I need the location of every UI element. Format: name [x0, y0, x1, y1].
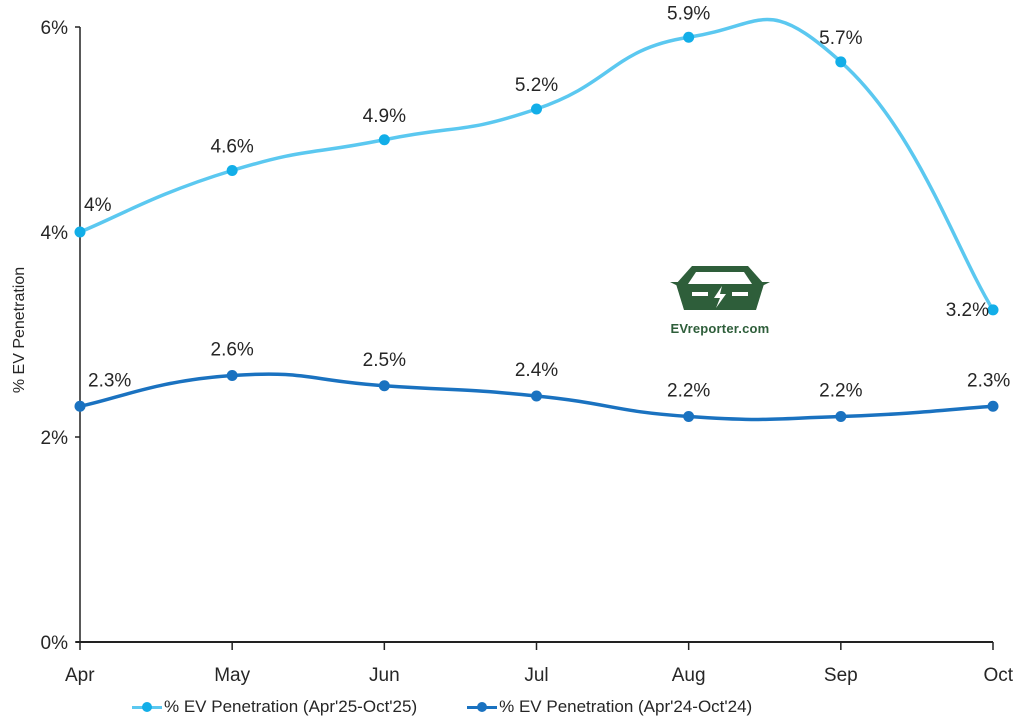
data-point-1: [987, 400, 999, 412]
axes: 0% 2% 4% 6% Apr May Jun Jul Aug Sep Oct: [41, 18, 1014, 686]
x-tick-label: Oct: [983, 665, 1013, 686]
data-point-1: [378, 380, 390, 392]
data-label-1: 2.4%: [515, 360, 558, 381]
x-tick-label: Apr: [65, 665, 95, 686]
data-point-0: [987, 304, 999, 316]
data-label-0: 5.7%: [819, 28, 862, 49]
data-point-0: [74, 226, 86, 238]
data-label-1: 2.2%: [667, 381, 710, 402]
data-labels-layer: 4% 4.6% 4.9% 5.2% 5.9% 5.7% 3.2% 2.3% 2.6% 2.5% 2.…: [84, 3, 1010, 401]
data-label-1: 2.5%: [363, 350, 406, 371]
y-tick-label: 2%: [41, 428, 69, 449]
data-point-0: [378, 134, 390, 146]
data-point-1: [226, 370, 238, 381]
data-point-0: [531, 103, 542, 115]
series-layer: [74, 17, 999, 422]
data-point-1: [835, 411, 847, 422]
data-point-1: [531, 390, 542, 402]
watermark-logo: EVreporter.com: [666, 262, 774, 336]
data-label-0: 5.9%: [667, 3, 710, 24]
x-tick-label: Jul: [524, 665, 548, 686]
data-label-0: 3.2%: [946, 300, 989, 321]
y-axis-title: % EV Penetration: [11, 267, 28, 393]
data-label-0: 4%: [84, 195, 112, 216]
data-point-1: [683, 411, 695, 422]
y-tick-label: 6%: [41, 18, 69, 39]
x-tick-label: Jun: [369, 665, 400, 686]
data-label-0: 4.6%: [211, 137, 254, 158]
legend-label-2024: % EV Penetration (Apr'24-Oct'24): [499, 697, 753, 716]
data-point-1: [74, 400, 86, 412]
legend-swatch-2025: [132, 701, 162, 713]
x-tick-label: Aug: [672, 665, 706, 686]
legend: % EV Penetration (Apr'25-Oct'25) % EV Pe…: [132, 697, 752, 717]
legend-swatch-2024: [467, 701, 498, 713]
ev-car-icon: [670, 266, 770, 310]
x-tick-label: Sep: [824, 665, 858, 686]
data-label-1: 2.2%: [819, 381, 862, 402]
legend-item-2024[interactable]: % EV Penetration (Apr'24-Oct'24): [467, 697, 752, 717]
y-tick-label: 0%: [41, 633, 69, 654]
series-line-0: [79, 17, 995, 311]
data-label-1: 2.3%: [88, 370, 131, 391]
watermark-text: EVreporter.com: [670, 321, 770, 336]
data-label-1: 2.3%: [967, 370, 1010, 391]
data-label-0: 5.2%: [515, 75, 558, 96]
data-label-0: 4.9%: [363, 106, 406, 127]
x-tick-label: May: [214, 665, 250, 686]
legend-item-2025[interactable]: % EV Penetration (Apr'25-Oct'25): [132, 697, 417, 717]
y-tick-label: 4%: [41, 223, 69, 244]
data-point-0: [835, 56, 847, 68]
data-point-0: [683, 31, 695, 43]
data-label-1: 2.6%: [211, 340, 254, 361]
data-point-0: [226, 165, 238, 176]
legend-label-2025: % EV Penetration (Apr'25-Oct'25): [164, 697, 418, 716]
